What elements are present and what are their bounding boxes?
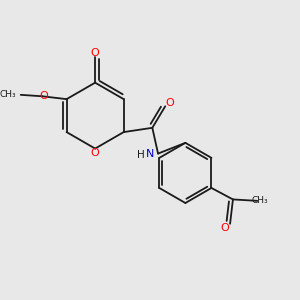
Text: H: H — [137, 150, 145, 160]
Text: O: O — [39, 91, 48, 101]
Text: O: O — [91, 48, 100, 58]
Text: CH₃: CH₃ — [252, 196, 268, 206]
Text: O: O — [220, 223, 229, 233]
Text: CH₃: CH₃ — [0, 90, 16, 99]
Text: O: O — [165, 98, 174, 108]
Text: O: O — [91, 148, 100, 158]
Text: N: N — [146, 148, 154, 159]
